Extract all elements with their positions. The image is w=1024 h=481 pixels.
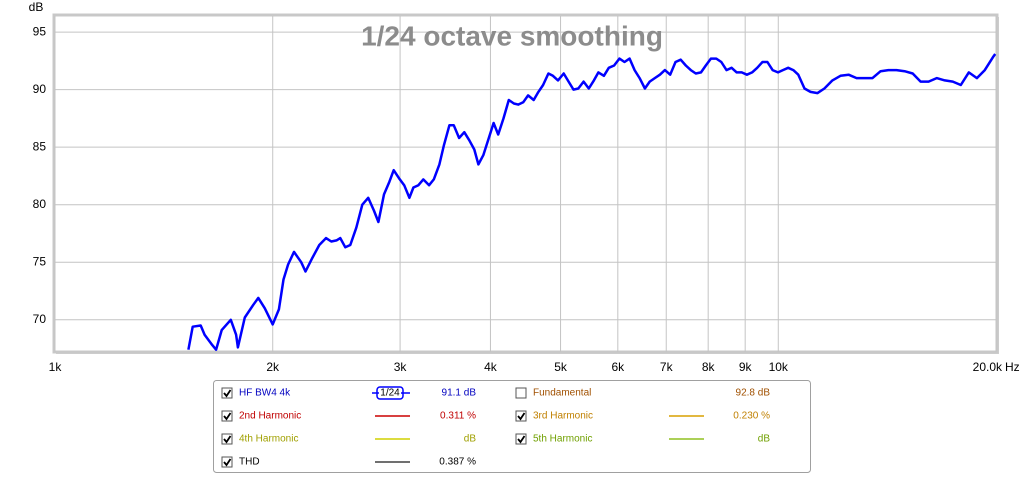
legend-reading: 0.311 % <box>440 411 476 422</box>
legend-name: THD <box>239 457 260 468</box>
x-tick-label: 1k <box>49 360 63 374</box>
x-tick-label: 9k <box>739 360 753 374</box>
legend-entry[interactable]: THD 0.387 % <box>221 456 476 468</box>
checkbox[interactable] <box>515 410 527 422</box>
data-line <box>187 53 997 351</box>
check-mark <box>223 458 232 467</box>
y-tick-label: 80 <box>33 197 47 211</box>
legend-name: 3rd Harmonic <box>533 411 593 422</box>
check-mark <box>223 389 232 398</box>
legend-reading: 91.1 dB <box>442 388 477 399</box>
legend-entry[interactable]: 5th Harmonic dB <box>515 433 771 445</box>
legend-reading: 92.8 dB <box>736 388 771 399</box>
smoothing-bg <box>379 388 401 398</box>
legend-entry[interactable]: Fundamental 92.8 dB <box>515 387 771 399</box>
check-mark <box>517 412 526 421</box>
checkbox[interactable] <box>221 387 233 399</box>
smoothing-label: 1/24 <box>380 388 400 399</box>
legend-name: 2nd Harmonic <box>239 411 301 422</box>
x-unit: Hz <box>1005 360 1020 374</box>
x-tick-label: 8k <box>702 360 716 374</box>
x-tick-label: 7k <box>660 360 674 374</box>
legend-entry[interactable]: 2nd Harmonic 0.311 % <box>221 410 476 422</box>
y-tick-label: 85 <box>33 139 47 153</box>
checkbox[interactable] <box>515 433 527 445</box>
legend-name: 4th Harmonic <box>239 434 298 445</box>
legend-name: HF BW4 4k <box>239 388 291 399</box>
checkbox[interactable] <box>221 456 233 468</box>
x-tick-label: 10k <box>769 360 789 374</box>
x-tick-label: 2k <box>266 360 280 374</box>
legend-entry[interactable]: 3rd Harmonic 0.230 % <box>515 410 770 422</box>
legend-panel <box>213 380 811 473</box>
checkbox[interactable] <box>221 410 233 422</box>
y-axis-label: dB <box>29 0 44 14</box>
checkbox[interactable] <box>221 433 233 445</box>
chart-annotation: 1/24 octave smoothing <box>361 20 663 51</box>
legend-name: Fundamental <box>533 388 591 399</box>
legend-name: 5th Harmonic <box>533 434 592 445</box>
y-tick-label: 90 <box>33 82 47 96</box>
check-mark <box>223 412 232 421</box>
checkbox[interactable] <box>515 387 527 399</box>
y-tick-label: 75 <box>33 254 47 268</box>
legend-reading: 0.230 % <box>733 411 770 422</box>
legend-reading: dB <box>464 434 477 445</box>
x-tick-label: 5k <box>554 360 568 374</box>
legend-reading: 0.387 % <box>439 457 476 468</box>
check-mark <box>517 435 526 444</box>
legend-entry[interactable]: 4th Harmonic dB <box>221 433 477 445</box>
check-mark <box>223 435 232 444</box>
x-tick-label: 4k <box>484 360 498 374</box>
x-tick-label: 20.0k <box>973 360 1003 374</box>
plot-area <box>52 13 999 354</box>
x-tick-label: 6k <box>611 360 625 374</box>
y-tick-label: 70 <box>33 312 47 326</box>
legend-entry[interactable]: HF BW4 4k 1/24 91.1 dB <box>221 386 477 400</box>
x-tick-label: 3k <box>394 360 408 374</box>
legend-reading: dB <box>758 434 771 445</box>
y-tick-label: 95 <box>33 24 47 38</box>
